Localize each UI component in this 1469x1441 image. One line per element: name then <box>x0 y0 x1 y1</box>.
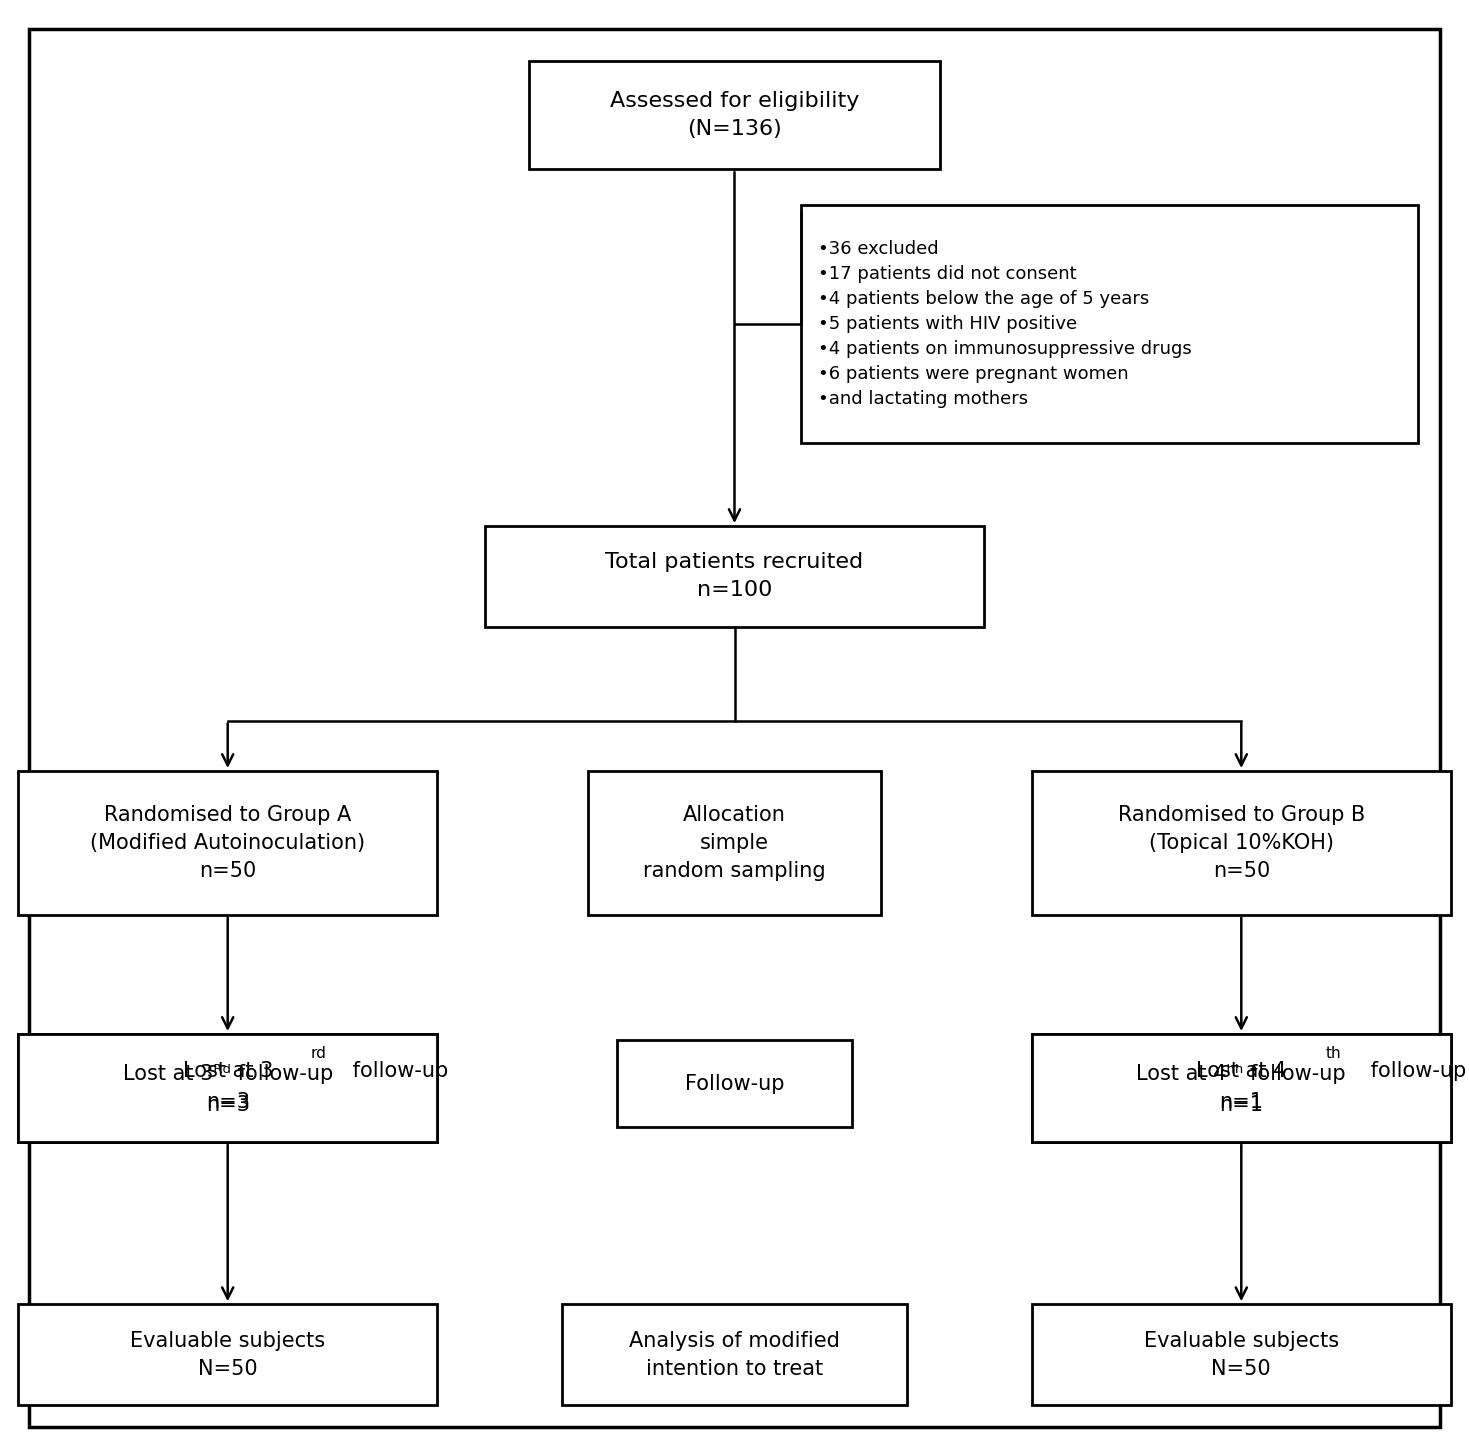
FancyBboxPatch shape <box>19 1035 438 1141</box>
FancyBboxPatch shape <box>588 771 881 915</box>
FancyBboxPatch shape <box>1031 1304 1450 1405</box>
Text: Total patients recruited
n=100: Total patients recruited n=100 <box>605 552 864 601</box>
Text: follow-up: follow-up <box>345 1061 448 1081</box>
Text: Follow-up: Follow-up <box>685 1074 784 1094</box>
Text: Lost at 3ᴿᵈ follow-up
n=3: Lost at 3ᴿᵈ follow-up n=3 <box>122 1063 333 1112</box>
Text: n=1: n=1 <box>1219 1095 1263 1115</box>
Text: n=3: n=3 <box>206 1095 250 1115</box>
Text: Allocation
simple
random sampling: Allocation simple random sampling <box>643 806 826 880</box>
Text: Lost at 3: Lost at 3 <box>182 1061 273 1081</box>
Text: Analysis of modified
intention to treat: Analysis of modified intention to treat <box>629 1330 840 1379</box>
Text: Evaluable subjects
N=50: Evaluable subjects N=50 <box>1144 1330 1338 1379</box>
FancyBboxPatch shape <box>1031 1035 1450 1141</box>
Text: Lost at 4: Lost at 4 <box>1196 1061 1287 1081</box>
Text: Evaluable subjects
N=50: Evaluable subjects N=50 <box>131 1330 325 1379</box>
Text: •36 excluded
•17 patients did not consent
•4 patients below the age of 5 years
•: •36 excluded •17 patients did not consen… <box>818 241 1191 408</box>
Text: Randomised to Group A
(Modified Autoinoculation)
n=50: Randomised to Group A (Modified Autoinoc… <box>90 806 366 880</box>
FancyBboxPatch shape <box>1031 1035 1450 1141</box>
Text: Lost at 4ʰʰ follow-up
n=1: Lost at 4ʰʰ follow-up n=1 <box>1137 1063 1346 1112</box>
FancyBboxPatch shape <box>1031 771 1450 915</box>
FancyBboxPatch shape <box>485 526 984 627</box>
Text: follow-up: follow-up <box>1363 1061 1466 1081</box>
Text: th: th <box>1327 1046 1341 1061</box>
FancyBboxPatch shape <box>19 1035 438 1141</box>
Text: Randomised to Group B
(Topical 10%KOH)
n=50: Randomised to Group B (Topical 10%KOH) n… <box>1118 806 1365 880</box>
FancyBboxPatch shape <box>561 1304 906 1405</box>
FancyBboxPatch shape <box>19 771 438 915</box>
FancyBboxPatch shape <box>19 1304 438 1405</box>
Text: rd: rd <box>311 1046 326 1061</box>
Text: Assessed for eligibility
(N=136): Assessed for eligibility (N=136) <box>610 91 859 140</box>
FancyBboxPatch shape <box>529 62 940 169</box>
FancyBboxPatch shape <box>801 205 1418 444</box>
FancyBboxPatch shape <box>617 1040 852 1127</box>
